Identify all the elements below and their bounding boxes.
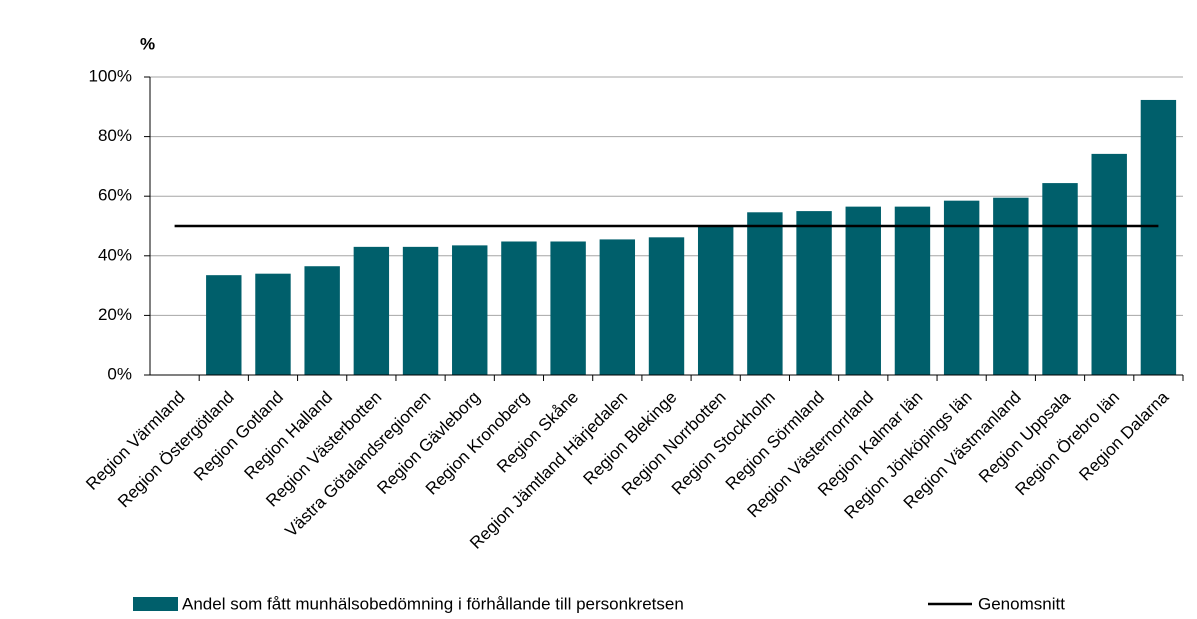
bar — [894, 206, 931, 375]
y-tick-label: 60% — [98, 186, 132, 205]
bar — [452, 245, 488, 375]
bar — [304, 266, 340, 375]
bar — [648, 237, 685, 375]
legend-label: Genomsnitt — [978, 594, 1065, 613]
y-tick-label: 40% — [98, 245, 132, 264]
bar — [353, 246, 390, 375]
bar — [845, 206, 881, 375]
bar — [1091, 153, 1127, 375]
legend-label: Andel som fått munhälsobedömning i förhå… — [182, 594, 684, 613]
bar — [747, 212, 783, 375]
bar — [402, 246, 439, 375]
bar — [1140, 99, 1177, 376]
bar — [796, 211, 832, 375]
bar — [206, 275, 242, 375]
bar — [993, 197, 1029, 375]
x-tick-label: Region Dalarna — [1075, 387, 1172, 484]
x-tick-label: Region Halland — [241, 388, 337, 484]
x-tick-label: Region Gotland — [190, 388, 287, 485]
legend-swatch — [133, 597, 178, 611]
bar — [943, 200, 980, 375]
bar — [599, 239, 636, 375]
bar — [255, 273, 291, 375]
bar — [1042, 183, 1078, 375]
y-tick-label: 0% — [107, 364, 132, 383]
y-unit-label: % — [140, 34, 155, 53]
bar — [501, 241, 537, 375]
bar — [697, 226, 734, 375]
y-tick-label: 100% — [89, 66, 132, 85]
bar — [550, 241, 586, 375]
y-tick-label: 20% — [98, 305, 132, 324]
y-tick-label: 80% — [98, 126, 132, 145]
